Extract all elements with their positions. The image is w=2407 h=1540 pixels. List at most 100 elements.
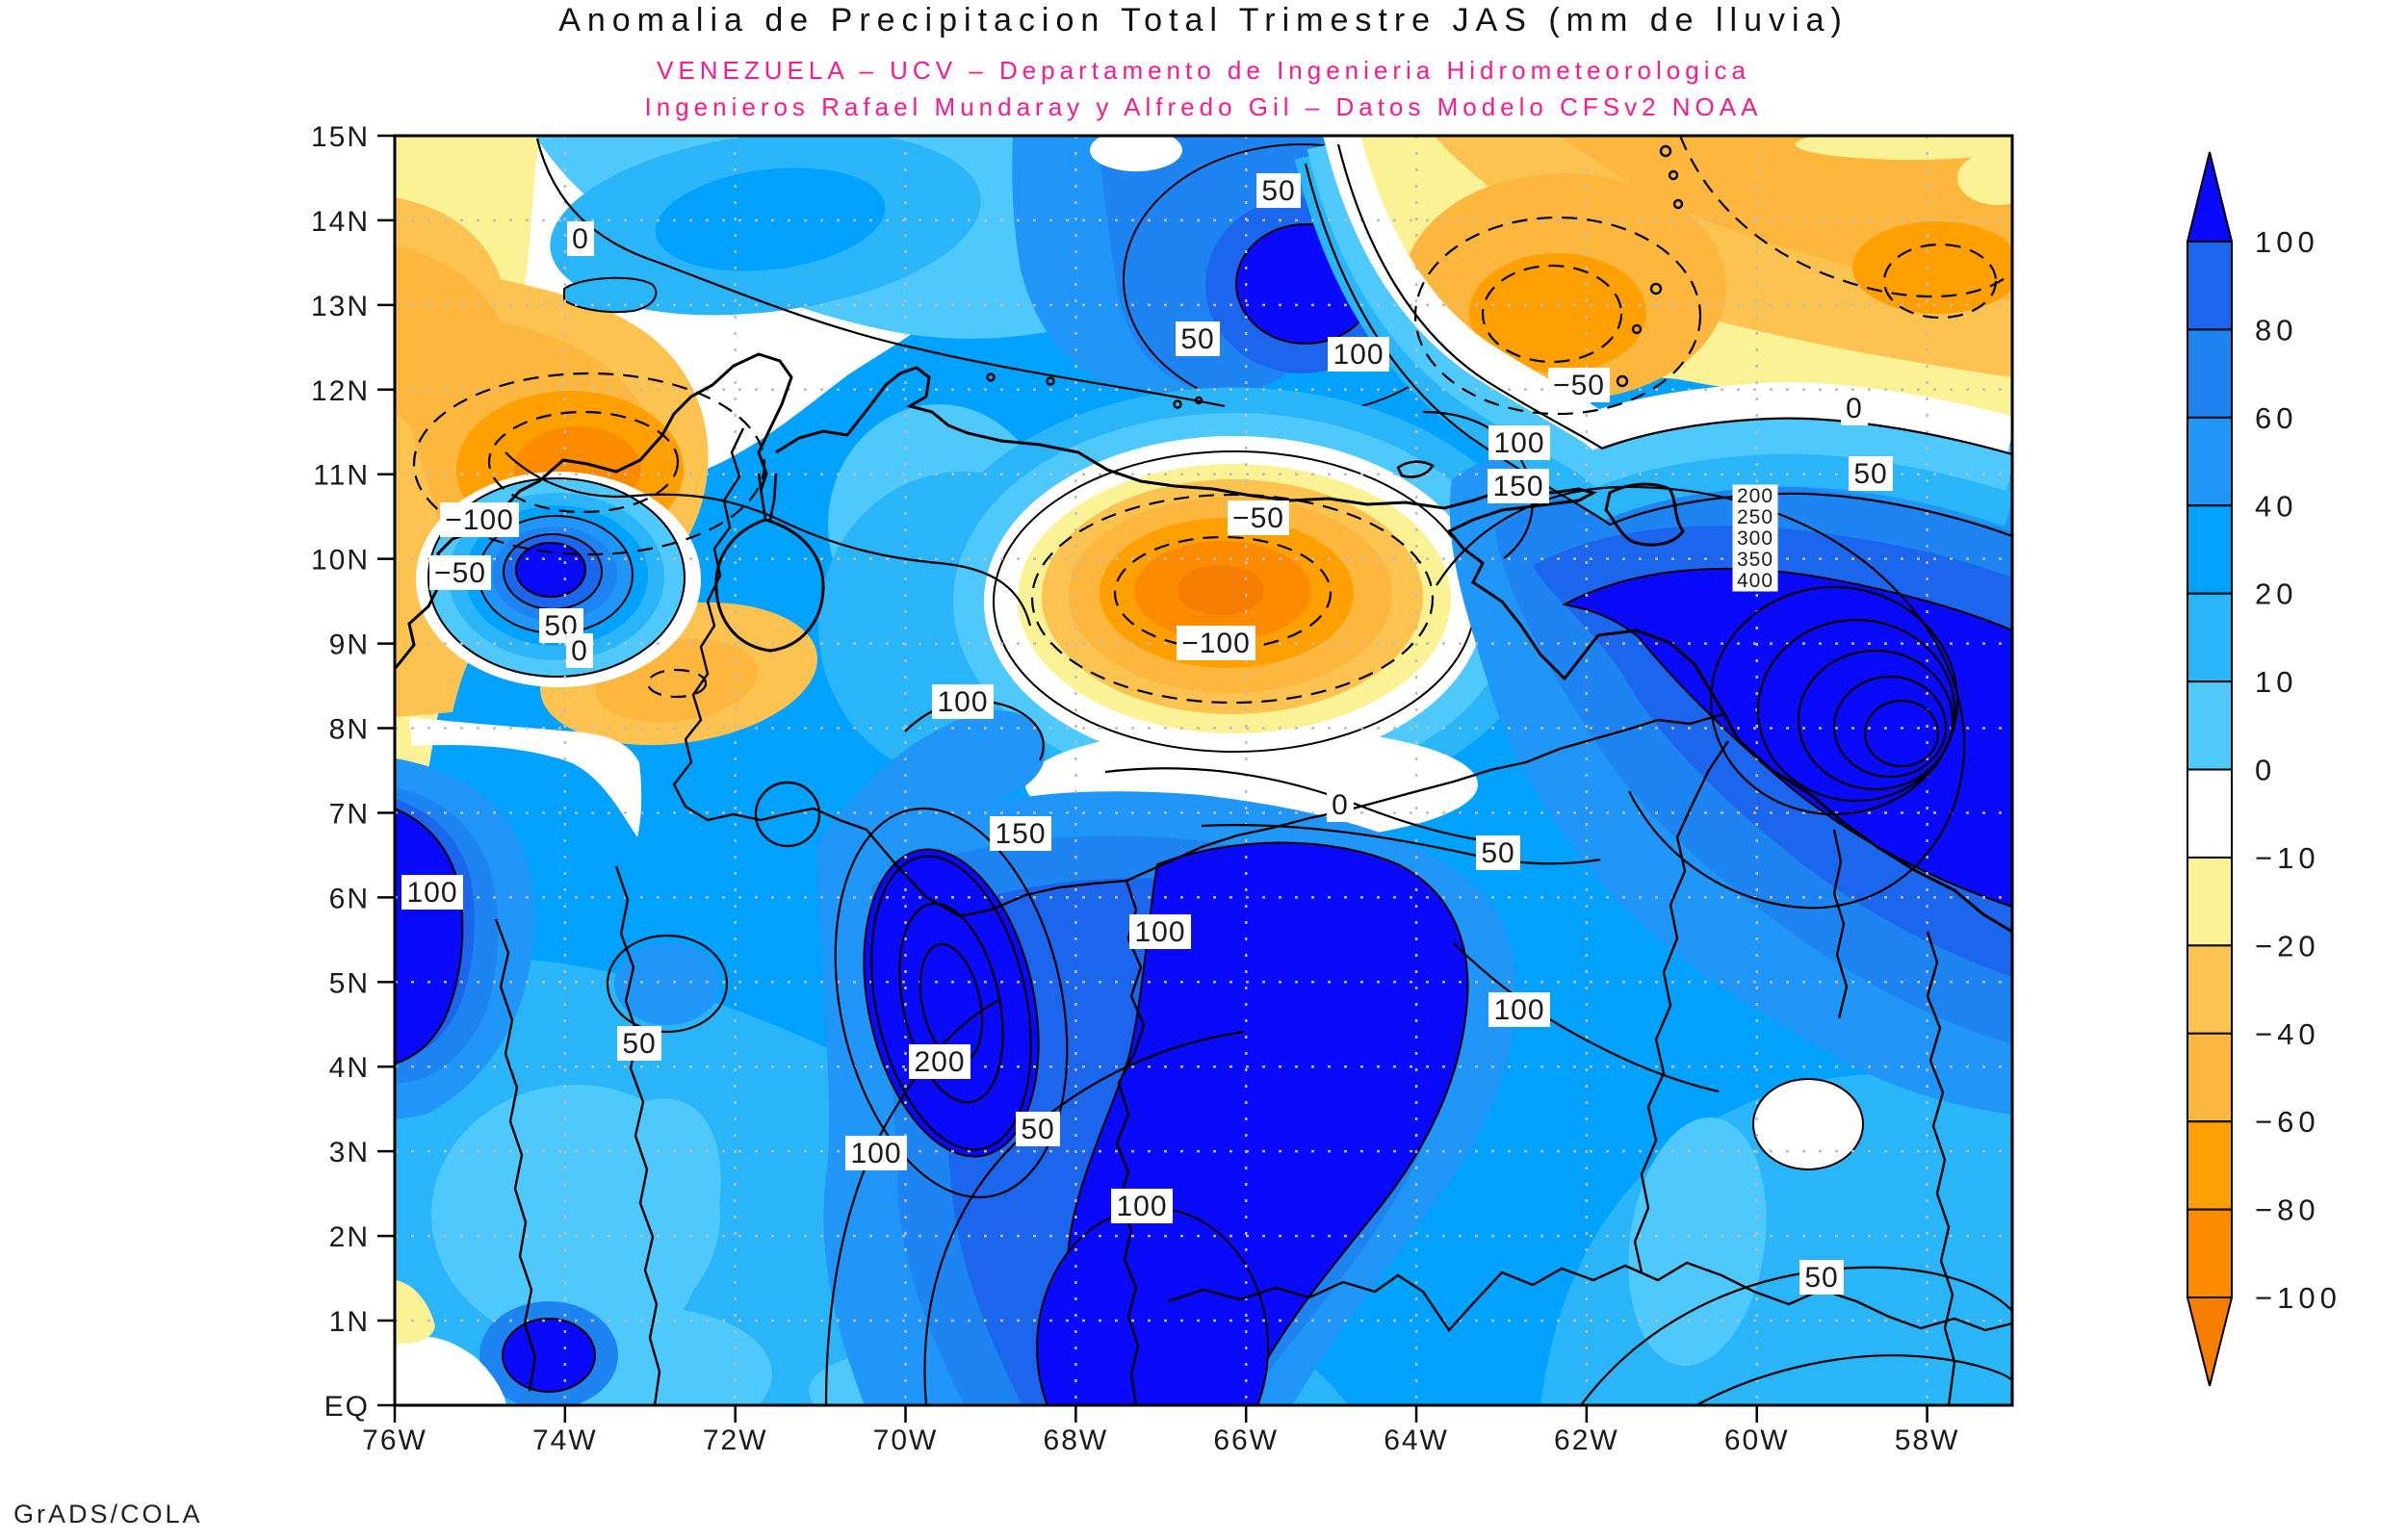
lat-label: 8N [329, 714, 370, 746]
contour-label: −100 [445, 504, 514, 536]
colorbar-level-label: −10 [2255, 841, 2320, 875]
colorbar-segment [2187, 241, 2233, 331]
colorbar-segment [2187, 1208, 2233, 1299]
contour-label: 0 [1332, 789, 1349, 821]
contour-label: 50 [1021, 1114, 1054, 1145]
lat-label: 9N [329, 629, 370, 661]
contour-label: −100 [1181, 628, 1251, 659]
colorbar-level-label: 100 [2255, 225, 2319, 259]
lat-label: 5N [329, 967, 370, 999]
contour-label-box [1548, 368, 1610, 402]
contour-label: 50 [1804, 1262, 1838, 1294]
lat-label: 15N [311, 121, 370, 153]
colorbar-segment [2187, 328, 2233, 419]
contour-label-box [1111, 1189, 1173, 1223]
lat-label: 14N [311, 206, 370, 238]
lon-label: 66W [1213, 1424, 1279, 1456]
colorbar-level-label: 0 [2255, 754, 2276, 787]
tick-layer [377, 134, 1928, 1423]
colorbar-level-label: −40 [2255, 1017, 2320, 1051]
contour-label-box [1488, 425, 1550, 460]
contour-label-box [1476, 835, 1520, 870]
lat-label: 13N [311, 291, 370, 322]
colorbar-level-label: 80 [2255, 313, 2297, 346]
contour-label-box [1177, 626, 1255, 660]
lat-label: 3N [329, 1137, 370, 1168]
subtitle-line2: Ingenieros Rafael Mundaray y Alfredo Gil… [644, 92, 1763, 121]
contour-label: 100 [406, 877, 457, 909]
colorbar-level-label: −80 [2255, 1194, 2320, 1227]
lat-label: 1N [329, 1306, 370, 1338]
contour-label: 100 [1493, 427, 1544, 459]
contour-label-box [1176, 321, 1220, 356]
contour-label-box [1799, 1260, 1844, 1295]
colorbar-segment [2187, 1120, 2233, 1211]
contour-label: 150 [995, 818, 1046, 850]
colorbar-segment [2187, 416, 2233, 507]
contour-label: 250 [1737, 506, 1773, 528]
colorbar-level-label: 20 [2255, 578, 2297, 611]
lat-label: 11N [313, 460, 370, 492]
lat-label: 12N [311, 375, 370, 407]
contour-label-box [1732, 569, 1778, 592]
contour-label: 50 [1261, 175, 1295, 207]
contour-label-box [1732, 505, 1778, 528]
contour-label: 300 [1737, 527, 1773, 550]
contour-label-box [1256, 173, 1301, 208]
contour-label: 50 [622, 1028, 656, 1060]
contour-label-box [1328, 337, 1389, 372]
colorbar-segment [2187, 768, 2233, 859]
contour-label: 0 [571, 635, 588, 667]
colorbar-level-label: 40 [2255, 489, 2297, 523]
contour-label: −50 [434, 557, 486, 589]
colorbar-level-label: 60 [2255, 401, 2297, 435]
colorbar-segment [2187, 592, 2233, 683]
lat-label: 6N [329, 883, 370, 914]
contour-label: 150 [1492, 471, 1543, 502]
colorbar-level-label: −20 [2255, 929, 2320, 962]
contour-label-box [1732, 526, 1778, 550]
contour-label: −50 [1553, 370, 1605, 401]
contour-label: 50 [1853, 458, 1887, 490]
lon-label: 64W [1384, 1424, 1449, 1456]
colorbar-segment [2187, 944, 2233, 1035]
colorbar-segment [2187, 1032, 2233, 1123]
contour-label: 50 [1180, 323, 1214, 355]
lat-label: 4N [329, 1052, 370, 1084]
page-title: Anomalia de Precipitacion Total Trimestr… [558, 2, 1849, 38]
contour-label: −50 [1232, 502, 1284, 534]
lat-label: 10N [311, 545, 370, 577]
axis-labels-layer: 15N 14N 13N 12N 11N 10N 9N 8N 7N 6N 5N 4N 3N 2N 1N EQ76… [311, 121, 1960, 1456]
contour-label: 0 [572, 223, 589, 255]
contour-label-box [1732, 548, 1778, 571]
contour-label-box [845, 1136, 907, 1170]
contour-label-box [401, 875, 463, 910]
lon-label: 60W [1724, 1424, 1790, 1456]
subtitle-line1: VENEZUELA – UCV – Departamento de Ingeni… [657, 56, 1750, 85]
lat-label: 7N [329, 798, 370, 830]
contour-label-box [1129, 914, 1191, 949]
lon-label: 72W [703, 1424, 768, 1456]
colorbar-arrow-down [2186, 1296, 2234, 1387]
colorbar-segment [2187, 856, 2233, 947]
contour-label: 0 [1846, 393, 1863, 424]
contour-label-box [1488, 469, 1549, 503]
contour-label: 100 [1116, 1191, 1167, 1222]
contour-label-box [567, 221, 594, 256]
contour-label-box [932, 684, 994, 719]
lat-label: EQ [324, 1391, 370, 1423]
contour-label: 400 [1737, 570, 1773, 592]
contour-label-box [1841, 391, 1868, 425]
lon-label: 68W [1044, 1424, 1109, 1456]
colorbar-level-label: −60 [2255, 1105, 2320, 1139]
lon-label: 58W [1895, 1424, 1960, 1456]
contour-label-box [1016, 1112, 1060, 1146]
lon-label: 62W [1554, 1424, 1619, 1456]
contour-label-box [1849, 456, 1893, 491]
contour-label-box [1732, 484, 1778, 507]
colorbar-level-label: 10 [2255, 665, 2297, 699]
contour-label-box [617, 1026, 661, 1061]
